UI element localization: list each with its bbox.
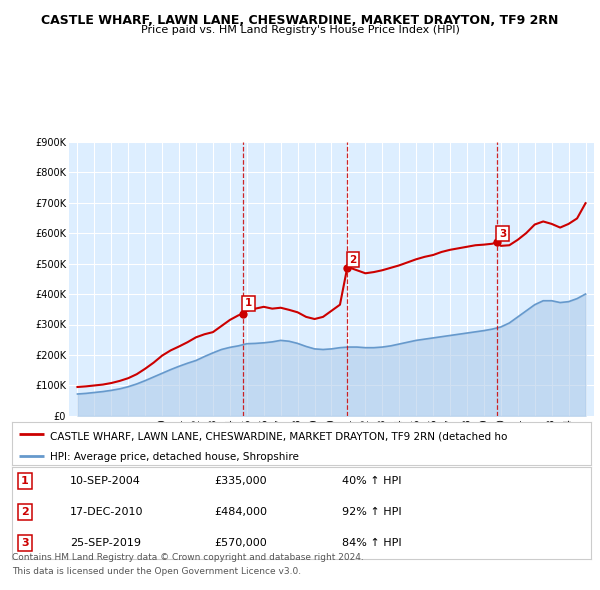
Text: 2: 2 [21,507,29,517]
Text: 84% ↑ HPI: 84% ↑ HPI [342,538,401,548]
Text: 25-SEP-2019: 25-SEP-2019 [70,538,141,548]
Text: Price paid vs. HM Land Registry's House Price Index (HPI): Price paid vs. HM Land Registry's House … [140,25,460,35]
Text: £570,000: £570,000 [215,538,268,548]
Text: 2: 2 [349,255,356,265]
Text: 1: 1 [245,298,252,308]
Text: CASTLE WHARF, LAWN LANE, CHESWARDINE, MARKET DRAYTON, TF9 2RN: CASTLE WHARF, LAWN LANE, CHESWARDINE, MA… [41,14,559,27]
Text: £335,000: £335,000 [215,476,267,486]
Text: 40% ↑ HPI: 40% ↑ HPI [342,476,401,486]
Text: £484,000: £484,000 [215,507,268,517]
Text: 10-SEP-2004: 10-SEP-2004 [70,476,141,486]
Text: CASTLE WHARF, LAWN LANE, CHESWARDINE, MARKET DRAYTON, TF9 2RN (detached ho: CASTLE WHARF, LAWN LANE, CHESWARDINE, MA… [50,431,507,441]
Text: 17-DEC-2010: 17-DEC-2010 [70,507,143,517]
Text: 3: 3 [21,538,29,548]
Text: Contains HM Land Registry data © Crown copyright and database right 2024.: Contains HM Land Registry data © Crown c… [12,553,364,562]
Text: HPI: Average price, detached house, Shropshire: HPI: Average price, detached house, Shro… [50,453,299,463]
Text: 3: 3 [499,229,506,239]
Text: 1: 1 [21,476,29,486]
Text: 92% ↑ HPI: 92% ↑ HPI [342,507,401,517]
Text: This data is licensed under the Open Government Licence v3.0.: This data is licensed under the Open Gov… [12,567,301,576]
